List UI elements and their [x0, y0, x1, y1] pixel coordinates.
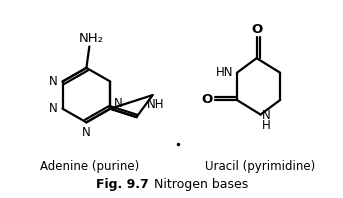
Text: N: N — [49, 75, 58, 88]
Text: NH₂: NH₂ — [79, 32, 104, 45]
Text: Nitrogen bases: Nitrogen bases — [150, 178, 249, 191]
Text: O: O — [202, 93, 213, 107]
Text: Uracil (pyrimidine): Uracil (pyrimidine) — [205, 160, 316, 173]
Text: N: N — [49, 102, 58, 115]
Text: N: N — [114, 97, 122, 110]
Text: Adenine (purine): Adenine (purine) — [40, 160, 139, 173]
Text: NH: NH — [147, 98, 164, 111]
Text: Fig. 9.7: Fig. 9.7 — [96, 178, 149, 191]
Text: HN: HN — [216, 66, 234, 79]
Text: N: N — [82, 126, 91, 139]
Text: N: N — [262, 109, 271, 122]
Text: O: O — [251, 23, 262, 35]
Text: H: H — [262, 119, 271, 132]
